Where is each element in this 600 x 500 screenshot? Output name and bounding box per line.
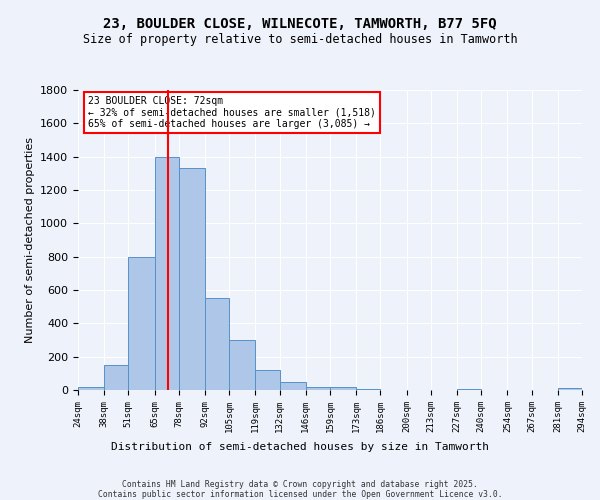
Bar	[330, 386, 356, 390]
Text: 23, BOULDER CLOSE, WILNECOTE, TAMWORTH, B77 5FQ: 23, BOULDER CLOSE, WILNECOTE, TAMWORTH, …	[103, 18, 497, 32]
Bar	[256, 370, 280, 390]
Text: Contains HM Land Registry data © Crown copyright and database right 2025.
Contai: Contains HM Land Registry data © Crown c…	[98, 480, 502, 500]
Bar	[205, 298, 229, 390]
Bar	[457, 389, 481, 390]
Bar	[558, 388, 582, 390]
Text: Size of property relative to semi-detached houses in Tamworth: Size of property relative to semi-detach…	[83, 32, 517, 46]
Bar	[78, 386, 104, 390]
Bar	[229, 340, 256, 390]
Bar	[356, 389, 380, 390]
Text: Distribution of semi-detached houses by size in Tamworth: Distribution of semi-detached houses by …	[111, 442, 489, 452]
Bar	[306, 386, 330, 390]
Bar	[128, 256, 155, 390]
Bar	[179, 168, 205, 390]
Text: 23 BOULDER CLOSE: 72sqm
← 32% of semi-detached houses are smaller (1,518)
65% of: 23 BOULDER CLOSE: 72sqm ← 32% of semi-de…	[88, 96, 376, 129]
Bar	[155, 156, 179, 390]
Bar	[280, 382, 306, 390]
Y-axis label: Number of semi-detached properties: Number of semi-detached properties	[25, 137, 35, 343]
Bar	[104, 365, 128, 390]
